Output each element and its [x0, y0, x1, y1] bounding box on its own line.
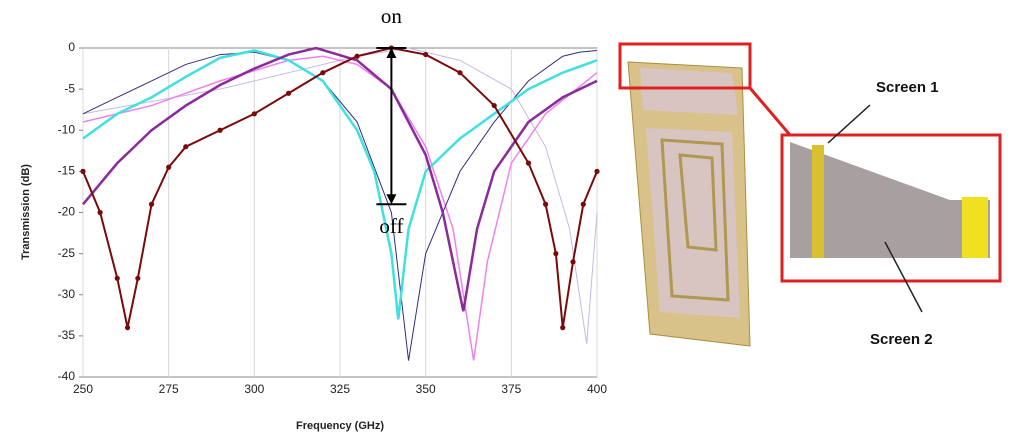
y-axis-title: Transmission (dB): [20, 164, 32, 260]
point: [543, 202, 548, 207]
point: [149, 202, 154, 207]
point: [594, 169, 599, 174]
x-axis-title: Frequency (GHz): [296, 420, 384, 432]
plot: 250 275 300 325 350 375 400 0 -5 -10 -15 -20 -25 -30 -…: [58, 4, 608, 396]
point: [492, 103, 497, 108]
figure-label: Screen 1: [876, 79, 939, 96]
screen-1-shape: [812, 145, 824, 258]
point: [252, 111, 257, 116]
y-tick-label: -15: [58, 164, 76, 178]
point: [166, 165, 171, 170]
page: 250 275 300 325 350 375 400 0 -5 -10 -15 -20 -25 -30 -…: [0, 0, 1017, 436]
point: [553, 251, 558, 256]
point: [355, 54, 360, 59]
y-tick-label: -5: [64, 81, 75, 95]
x-tick-label: 350: [416, 382, 436, 396]
point: [457, 70, 462, 75]
point: [286, 91, 291, 96]
y-tick-label: -10: [58, 122, 76, 136]
annotation: off: [379, 214, 403, 238]
x-tick-label: 325: [330, 382, 350, 396]
y-tick-label: -20: [58, 205, 76, 219]
point: [183, 144, 188, 149]
y-tick-label: -25: [58, 246, 76, 260]
point: [570, 259, 575, 264]
point: [581, 202, 586, 207]
screen-window: [640, 68, 738, 115]
screen-edge: [962, 197, 988, 258]
x-tick-label: 250: [73, 382, 93, 396]
point: [423, 52, 428, 57]
point: [115, 276, 120, 281]
y-tick-label: -35: [58, 328, 76, 342]
figure-label: Screen 2: [870, 331, 933, 348]
x-tick-label: 275: [159, 382, 179, 396]
point: [526, 161, 531, 166]
x-tick-label: 375: [501, 382, 521, 396]
y-tick-label: 0: [68, 40, 75, 54]
point: [217, 128, 222, 133]
point: [320, 70, 325, 75]
x-tick-label: 300: [244, 382, 264, 396]
zoom-arrow: [750, 88, 790, 135]
point: [125, 325, 130, 330]
y-tick-label: -30: [58, 287, 76, 301]
y-tick-label: -40: [58, 369, 76, 383]
annotation: on: [381, 4, 403, 28]
structure-diagram: Screen 1 Screen 2: [620, 44, 1000, 348]
point: [98, 210, 103, 215]
x-tick-label: 400: [587, 382, 607, 396]
point: [560, 325, 565, 330]
point: [135, 276, 140, 281]
point: [80, 169, 85, 174]
